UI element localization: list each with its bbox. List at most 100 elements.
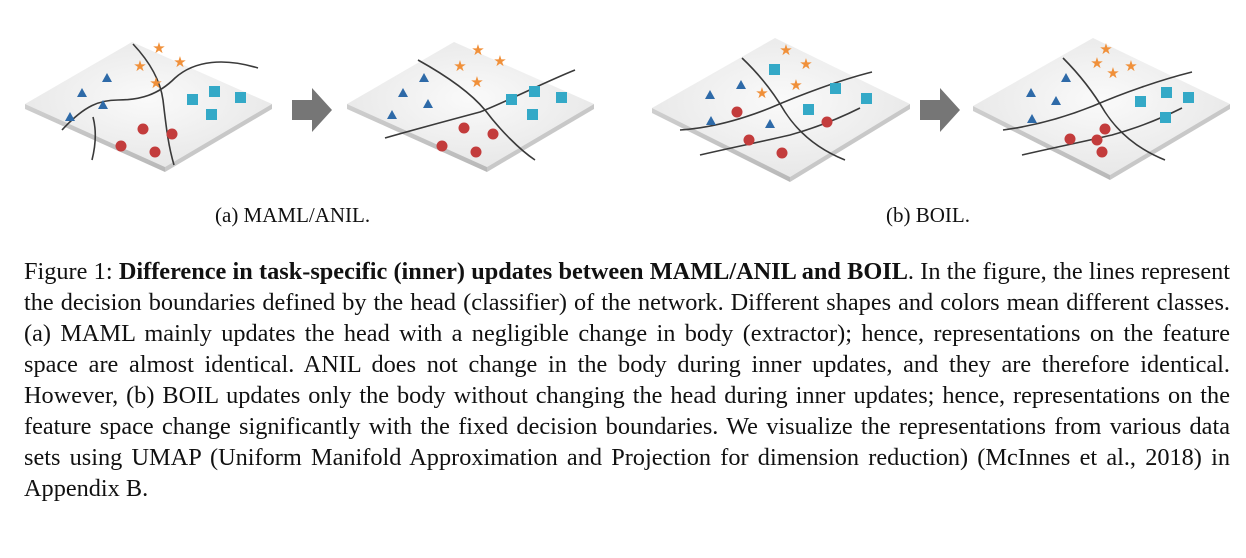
star-marker-icon: ★ [173,53,186,71]
star-markers: ★ ★ ★ ★ [133,39,186,92]
star-marker-icon: ★ [453,57,466,75]
square-markers [187,86,246,120]
feature-plane [652,38,910,177]
triangle-marker-icon [65,112,75,121]
square-markers [1135,87,1194,123]
decision-boundary [61,61,259,131]
figure-caption: Figure 1: Difference in task-specific (i… [24,256,1230,504]
circle-marker-icon [1064,133,1076,145]
triangle-marker-icon [1051,96,1061,105]
circle-marker-icon [1091,134,1103,146]
triangle-marker-icon [102,73,112,82]
circle-marker-icon [776,147,788,159]
circle-markers [731,106,833,159]
plane-edge [790,104,910,182]
triangle-markers [65,73,112,121]
panel-b-after: ★ ★ ★ ★ [973,38,1230,180]
star-marker-icon: ★ [1106,64,1119,82]
right-arrow-icon [920,88,960,132]
square-marker-icon [529,86,540,97]
circle-markers [436,122,499,158]
star-marker-icon: ★ [1124,57,1137,75]
star-markers: ★ ★ ★ ★ [453,41,506,91]
decision-boundary [741,57,846,161]
star-marker-icon: ★ [493,52,506,70]
star-marker-icon: ★ [1099,40,1112,58]
decision-boundary [91,116,97,161]
triangle-marker-icon [387,110,397,119]
decision-boundary [679,71,873,131]
plane-edge [973,106,1110,180]
triangle-marker-icon [423,99,433,108]
circle-marker-icon [458,122,470,134]
star-marker-icon: ★ [471,41,484,59]
caption-body: . In the figure, the lines represent the… [24,258,1231,502]
triangle-markers [705,80,775,128]
triangle-marker-icon [765,119,775,128]
triangle-markers [387,73,433,119]
triangle-marker-icon [398,88,408,97]
triangle-marker-icon [736,80,746,89]
circle-marker-icon [821,116,833,128]
plane-edge [347,104,487,172]
circle-marker-icon [470,146,482,158]
star-marker-icon: ★ [755,84,768,102]
plane-edge [165,104,272,172]
decision-boundary [132,43,175,166]
star-marker-icon: ★ [152,39,165,57]
star-marker-icon: ★ [133,57,146,75]
circle-marker-icon [1096,146,1108,158]
star-marker-icon: ★ [779,41,792,59]
panel-a-after: ★ ★ ★ ★ [347,41,594,172]
panel-a-before: ★ ★ ★ ★ [25,39,272,172]
square-marker-icon [769,64,780,75]
triangle-marker-icon [1027,114,1037,123]
circle-marker-icon [115,140,127,152]
panel-b-before: ★ ★ ★ ★ [652,38,910,182]
square-marker-icon [1183,92,1194,103]
plane-edge [487,104,594,172]
circle-marker-icon [436,140,448,152]
triangle-marker-icon [1026,88,1036,97]
circle-marker-icon [1099,123,1111,135]
square-marker-icon [187,94,198,105]
triangle-marker-icon [77,88,87,97]
square-marker-icon [235,92,246,103]
subcaption-a: (a) MAML/ANIL. [215,203,371,227]
triangle-marker-icon [98,100,108,109]
feature-plane [25,42,272,167]
star-marker-icon: ★ [789,76,802,94]
circle-marker-icon [487,128,499,140]
circle-marker-icon [743,134,755,146]
circle-markers [1064,123,1111,158]
circle-markers [115,123,178,158]
decision-boundary [1062,57,1166,161]
decision-boundary [384,69,576,139]
square-marker-icon [1135,96,1146,107]
square-marker-icon [506,94,517,105]
star-marker-icon: ★ [149,74,162,92]
right-arrow-icon [292,88,332,132]
square-marker-icon [527,109,538,120]
subcaption-b: (b) BOIL. [886,203,970,227]
square-marker-icon [556,92,567,103]
square-marker-icon [209,86,220,97]
figure-illustration: ★ ★ ★ ★ ★ [25,38,1230,182]
square-marker-icon [830,83,841,94]
square-marker-icon [803,104,814,115]
decision-boundary [699,107,861,156]
square-marker-icon [1160,112,1171,123]
caption-title: Difference in task-specific (inner) upda… [118,258,908,285]
triangle-marker-icon [706,116,716,125]
caption-label: Figure 1: [24,258,119,285]
circle-marker-icon [137,123,149,135]
triangle-marker-icon [705,90,715,99]
star-markers: ★ ★ ★ ★ [1090,40,1137,82]
circle-marker-icon [166,128,178,140]
triangle-markers [1026,73,1071,123]
square-marker-icon [861,93,872,104]
square-markers [506,86,567,120]
circle-marker-icon [149,146,161,158]
star-marker-icon: ★ [799,55,812,73]
square-markers [769,64,872,115]
